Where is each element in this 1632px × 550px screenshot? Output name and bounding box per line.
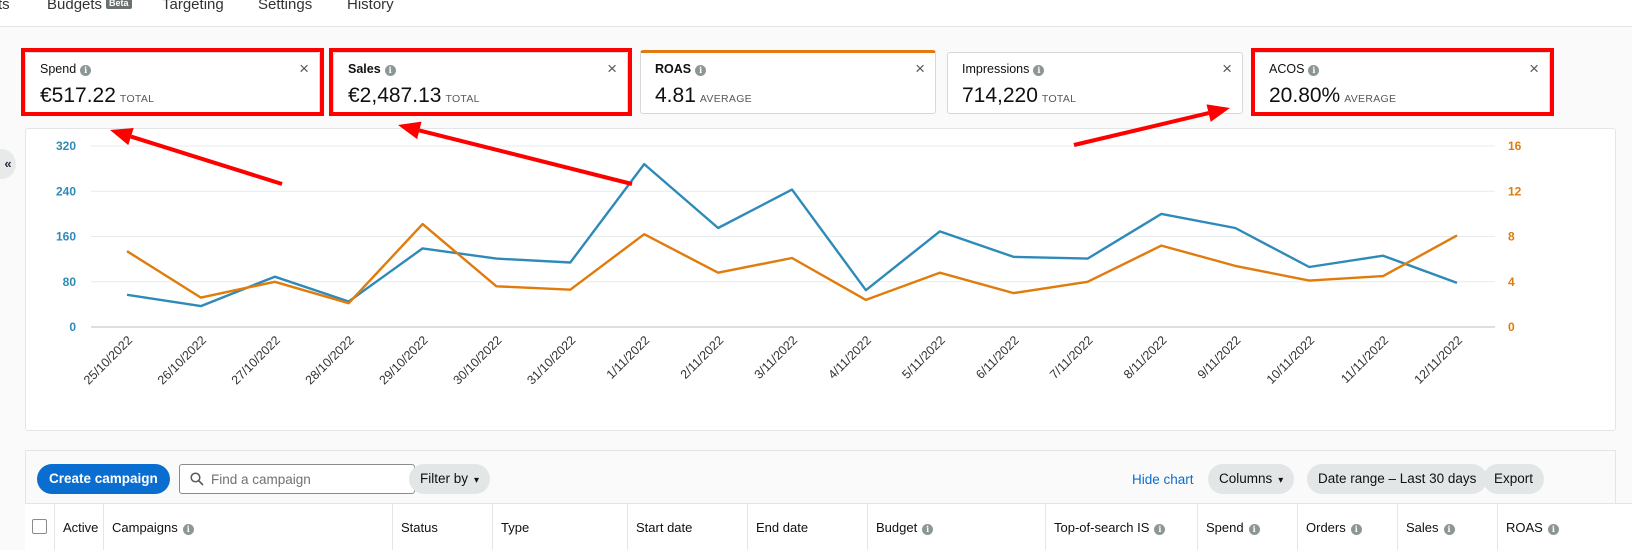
column-header-status[interactable]: Status xyxy=(393,504,493,550)
chevron-down-icon: ▾ xyxy=(1278,475,1284,486)
create-campaign-button[interactable]: Create campaign xyxy=(37,464,170,494)
metric-label-text: ROAS xyxy=(655,62,692,76)
tab-ads[interactable]: ts xyxy=(0,0,10,13)
info-icon[interactable]: i xyxy=(1547,524,1559,535)
column-header-label: Budget xyxy=(876,520,918,535)
select-all-checkbox[interactable] xyxy=(32,519,47,534)
column-header-campaigns[interactable]: Campaigns i xyxy=(104,504,393,550)
info-icon[interactable]: i xyxy=(922,524,934,535)
filter-by-dropdown[interactable]: Filter by ▾ xyxy=(409,464,491,494)
column-header-label: Active xyxy=(63,520,99,535)
metric-value: 20.80% AVERAGE xyxy=(1269,84,1396,108)
metric-label: Sales i xyxy=(348,62,396,76)
column-header-roas[interactable]: ROAS i xyxy=(1498,504,1632,550)
column-header-active[interactable]: Active xyxy=(55,504,104,550)
metric-card-acos[interactable]: ACOS i × 20.80% AVERAGE xyxy=(1254,52,1550,114)
tab-targeting[interactable]: Targeting xyxy=(162,0,224,13)
column-header-label: Status xyxy=(401,520,438,535)
metric-label-text: Spend xyxy=(40,62,77,76)
info-icon[interactable]: i xyxy=(182,524,194,535)
date-range-button[interactable]: Date range – Last 30 days xyxy=(1307,464,1488,494)
metric-value: €2,487.13 TOTAL xyxy=(348,84,480,108)
search-icon xyxy=(190,472,204,486)
metric-card-spend[interactable]: Spend i × €517.22 TOTAL xyxy=(25,52,320,114)
metric-card-impressions[interactable]: Impressions i × 714,220 TOTAL xyxy=(947,52,1243,114)
metric-value-text: 4.81 xyxy=(655,84,696,107)
metric-unit: AVERAGE xyxy=(1344,93,1397,105)
column-header-budget[interactable]: Budget i xyxy=(868,504,1046,550)
close-icon[interactable]: × xyxy=(607,59,617,78)
metric-label: ACOS i xyxy=(1269,62,1320,76)
search-box[interactable] xyxy=(179,464,415,494)
export-button[interactable]: Export xyxy=(1483,464,1545,494)
column-header-start-date[interactable]: Start date xyxy=(628,504,748,550)
info-icon[interactable]: i xyxy=(1443,524,1455,535)
close-icon[interactable]: × xyxy=(299,59,309,78)
column-header-label: Start date xyxy=(636,520,693,535)
chart-panel xyxy=(25,128,1616,431)
metric-card-roas[interactable]: ROAS i × 4.81 AVERAGE xyxy=(640,50,936,114)
info-icon[interactable]: i xyxy=(1154,524,1166,535)
info-icon[interactable]: i xyxy=(384,65,396,76)
info-icon[interactable]: i xyxy=(695,65,707,76)
metric-label: Spend i xyxy=(40,62,92,76)
info-icon[interactable]: i xyxy=(1308,65,1320,76)
metric-value: 4.81 AVERAGE xyxy=(655,84,752,108)
metric-unit: TOTAL xyxy=(445,93,480,105)
metric-label: Impressions i xyxy=(962,62,1045,76)
double-chevron-left-icon[interactable]: « xyxy=(0,149,16,179)
column-header-label: ROAS xyxy=(1506,520,1543,535)
metric-card-sales[interactable]: Sales i × €2,487.13 TOTAL xyxy=(333,52,628,114)
info-icon[interactable]: i xyxy=(80,65,92,76)
metric-value-text: 20.80% xyxy=(1269,84,1341,107)
metric-label-text: Sales xyxy=(348,62,381,76)
column-header-orders[interactable]: Orders i xyxy=(1298,504,1398,550)
column-header-label: Campaigns xyxy=(112,520,178,535)
column-header-label: Orders xyxy=(1306,520,1346,535)
column-header-label: End date xyxy=(756,520,809,535)
chevron-down-icon: ▾ xyxy=(474,475,480,486)
metric-label-text: Impressions xyxy=(962,62,1030,76)
tab-budgets[interactable]: Budgets Beta xyxy=(47,0,132,13)
info-icon[interactable]: i xyxy=(1350,524,1362,535)
hide-chart-link[interactable]: Hide chart xyxy=(1132,472,1194,487)
metric-value-text: €517.22 xyxy=(40,84,116,107)
column-header-spend[interactable]: Spend i xyxy=(1198,504,1298,550)
columns-dropdown[interactable]: Columns ▾ xyxy=(1208,464,1295,494)
tab-settings[interactable]: Settings xyxy=(258,0,313,13)
metric-label: ROAS i xyxy=(655,62,707,76)
metric-value: 714,220 TOTAL xyxy=(962,84,1076,108)
close-icon[interactable]: × xyxy=(915,59,925,78)
table-header: Active Campaigns i Status Type Start date… xyxy=(25,503,1632,550)
column-header-label: Spend xyxy=(1206,520,1244,535)
beta-badge: Beta xyxy=(106,0,132,9)
column-header-sales[interactable]: Sales i xyxy=(1398,504,1498,550)
close-icon[interactable]: × xyxy=(1222,59,1232,78)
select-all-cell xyxy=(25,504,55,550)
filter-by-label: Filter by xyxy=(420,471,469,486)
metric-unit: TOTAL xyxy=(119,93,155,105)
metric-unit: TOTAL xyxy=(1041,93,1077,105)
column-header-end-date[interactable]: End date xyxy=(748,504,868,550)
metric-value: €517.22 TOTAL xyxy=(40,84,154,108)
column-header-label: Type xyxy=(501,520,530,535)
close-icon[interactable]: × xyxy=(1529,59,1539,78)
tab-history[interactable]: History xyxy=(347,0,394,13)
info-icon[interactable]: i xyxy=(1248,524,1260,535)
search-input[interactable] xyxy=(211,470,406,488)
columns-label: Columns xyxy=(1219,471,1273,486)
column-header-top-of-search[interactable]: Top-of-search IS i xyxy=(1046,504,1198,550)
metric-label-text: ACOS xyxy=(1269,62,1305,76)
column-header-label: Sales xyxy=(1406,520,1439,535)
metric-value-text: €2,487.13 xyxy=(348,84,442,107)
top-nav: ts Budgets Beta Targeting Settings Histor… xyxy=(0,0,1632,27)
info-icon[interactable]: i xyxy=(1033,65,1045,76)
column-header-label: Top-of-search IS xyxy=(1054,520,1150,535)
column-header-type[interactable]: Type xyxy=(493,504,628,550)
metric-unit: AVERAGE xyxy=(699,93,752,105)
tab-budgets-label: Budgets xyxy=(47,0,103,13)
metric-value-text: 714,220 xyxy=(962,84,1038,107)
